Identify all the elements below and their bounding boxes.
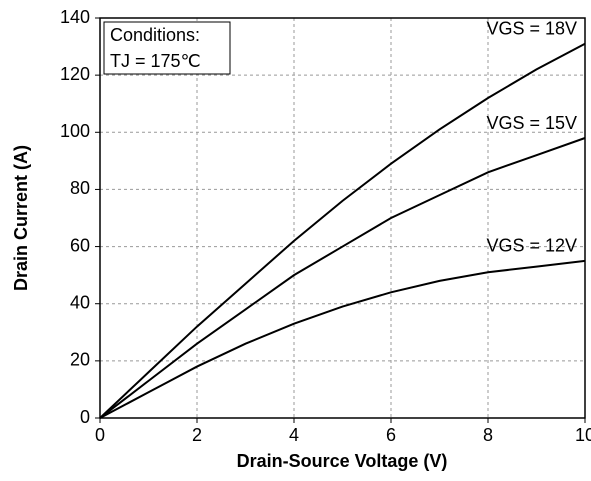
- y-tick-label: 120: [60, 64, 90, 84]
- x-tick-label: 4: [289, 425, 299, 445]
- y-tick-label: 60: [70, 235, 90, 255]
- y-tick-label: 40: [70, 292, 90, 312]
- x-tick-label: 2: [192, 425, 202, 445]
- x-tick-label: 6: [386, 425, 396, 445]
- series-line: [100, 261, 585, 418]
- page: Drain Current (A) Drain-Source Voltage (…: [0, 0, 591, 481]
- series-label: VGS = 15V: [486, 113, 577, 133]
- x-tick-label: 10: [575, 425, 591, 445]
- plot-frame: [100, 18, 585, 418]
- x-axis-label: Drain-Source Voltage (V): [237, 451, 448, 471]
- x-tick-label: 0: [95, 425, 105, 445]
- y-tick-label: 80: [70, 178, 90, 198]
- y-tick-label: 20: [70, 350, 90, 370]
- annotation: Conditions:: [110, 25, 200, 45]
- y-tick-label: 140: [60, 7, 90, 27]
- y-tick-label: 0: [80, 407, 90, 427]
- series-label: VGS = 18V: [486, 18, 577, 38]
- annotation: TJ = 175℃: [110, 51, 201, 71]
- y-axis-label: Drain Current (A): [11, 145, 31, 291]
- y-tick-label: 100: [60, 121, 90, 141]
- series-line: [100, 138, 585, 418]
- x-tick-label: 8: [483, 425, 493, 445]
- chart: Drain Current (A) Drain-Source Voltage (…: [0, 0, 591, 481]
- series-label: VGS = 12V: [486, 236, 577, 256]
